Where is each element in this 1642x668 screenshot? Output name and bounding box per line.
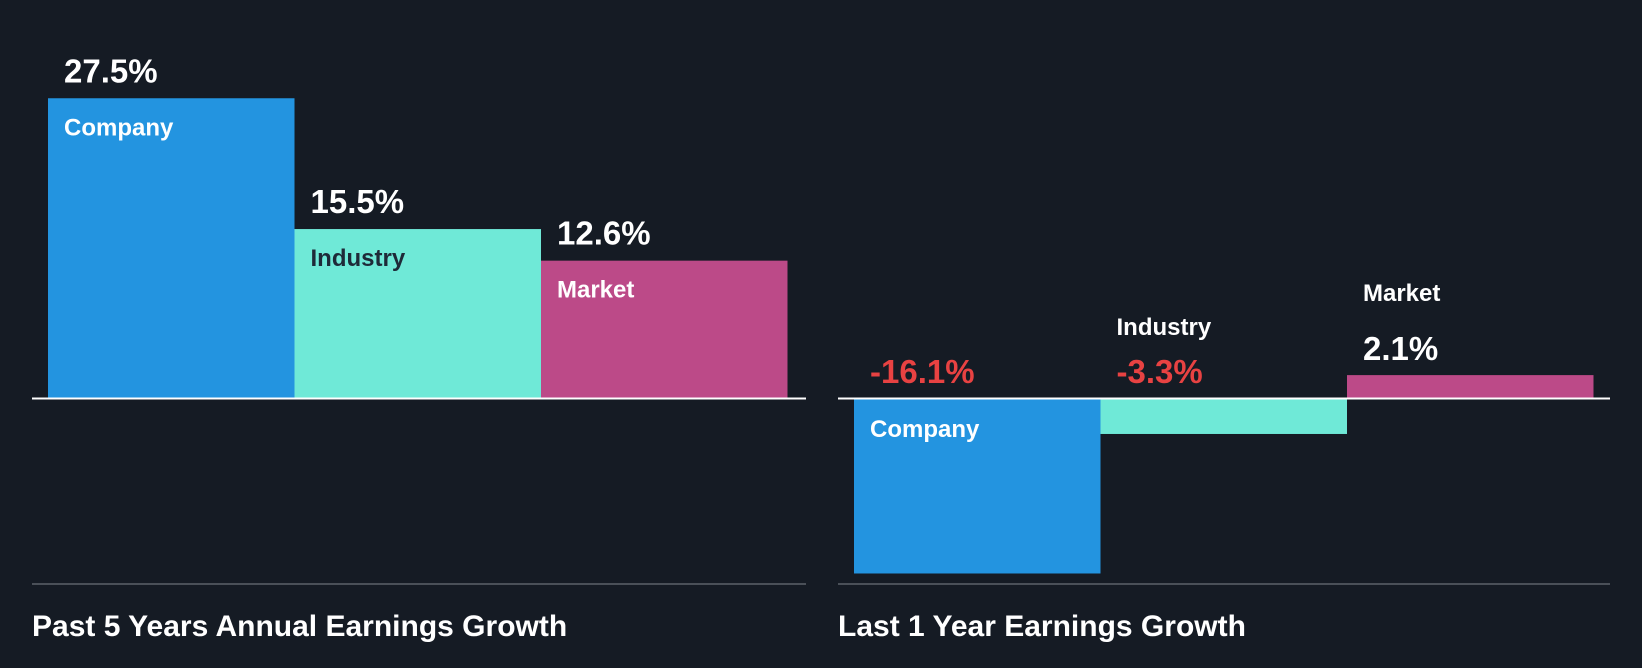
past-5y-value-label-market: 12.6% (557, 215, 651, 252)
past-5y-bar-market (541, 260, 788, 398)
last-1y-category-label-market: Market (1363, 280, 1440, 307)
past-5y-chart-title: Past 5 Years Annual Earnings Growth (32, 610, 567, 643)
past-5-years-chart: 27.5% Company 15.5% Industry 12.6% Market Past… (32, 52, 806, 643)
last-1y-bar-company (854, 398, 1101, 574)
last-1y-bar-industry (1100, 398, 1347, 434)
past-5y-category-label-industry: Industry (311, 245, 406, 272)
last-1y-bar-market (1347, 375, 1594, 398)
past-5y-category-label-company: Company (64, 114, 174, 141)
past-5y-bar-industry (294, 229, 541, 398)
last-1y-value-label-market: 2.1% (1363, 330, 1438, 367)
last-1-year-chart: -16.1% Company -3.3% Industry 2.1% Market Last… (838, 280, 1610, 643)
last-1y-value-label-company: -16.1% (870, 353, 975, 390)
last-1y-chart-title: Last 1 Year Earnings Growth (838, 610, 1246, 643)
past-5y-category-label-market: Market (557, 277, 634, 304)
past-5y-bar-company (48, 98, 295, 398)
last-1y-value-label-industry: -3.3% (1117, 353, 1203, 390)
past-5y-value-label-company: 27.5% (64, 52, 158, 89)
last-1y-category-label-company: Company (870, 416, 980, 443)
last-1y-category-label-industry: Industry (1117, 314, 1212, 341)
past-5y-value-label-industry: 15.5% (311, 183, 405, 220)
